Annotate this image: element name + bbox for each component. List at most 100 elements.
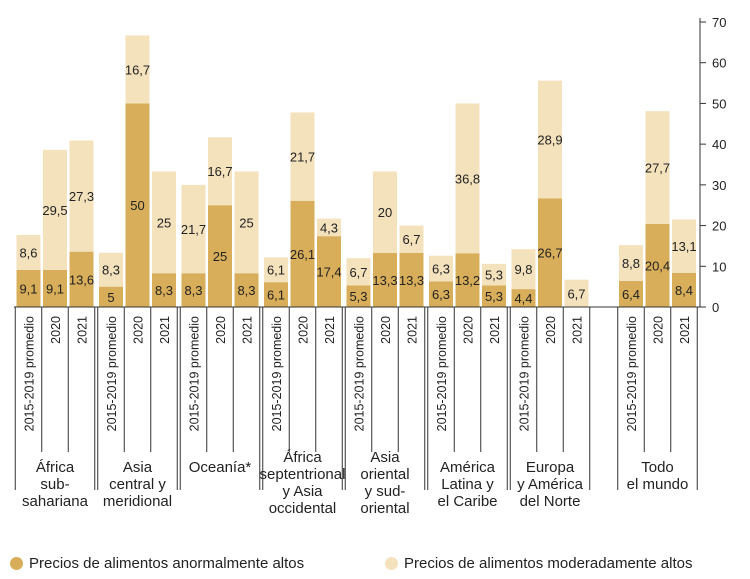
legend-item-moderado: Precios de alimentos moderadamente altos bbox=[385, 555, 693, 572]
bar-moderado bbox=[264, 257, 288, 283]
bar-moderado bbox=[16, 234, 41, 270]
data-label-moderado: 9,8 bbox=[514, 262, 532, 277]
data-label-anormal: 13,3 bbox=[372, 273, 397, 288]
group-label: Asia bbox=[370, 449, 400, 466]
data-label-anormal: 6,3 bbox=[432, 287, 450, 302]
x-tick-label: 2021 bbox=[158, 316, 172, 344]
bar-anormal bbox=[152, 273, 176, 307]
bar-anormal bbox=[619, 280, 643, 307]
bar-anormal bbox=[399, 252, 424, 307]
data-label-anormal: 26,7 bbox=[537, 246, 562, 261]
data-label-moderado: 20 bbox=[378, 205, 392, 220]
bar-moderado bbox=[645, 111, 670, 224]
x-tick-label: 2020 bbox=[49, 316, 63, 344]
data-label-anormal: 8,3 bbox=[237, 283, 255, 298]
x-tick-label: 2020 bbox=[297, 316, 311, 344]
legend: Precios de alimentos anormalmente altos … bbox=[10, 555, 750, 577]
bar-anormal bbox=[208, 205, 232, 307]
bar-moderado bbox=[125, 35, 150, 104]
bar-moderado bbox=[234, 171, 259, 274]
x-tick-label: 2021 bbox=[488, 316, 502, 344]
data-label-moderado: 21,7 bbox=[290, 150, 315, 165]
bar-anormal bbox=[346, 285, 371, 307]
group-label: oriental bbox=[360, 500, 409, 517]
data-label-anormal: 6,4 bbox=[622, 287, 640, 302]
y-tick-label: 50 bbox=[712, 96, 726, 111]
data-label-moderado: 27,3 bbox=[69, 189, 94, 204]
bar-moderado bbox=[69, 140, 94, 252]
group-label: occidental bbox=[269, 500, 337, 517]
bar-moderado bbox=[373, 171, 397, 253]
y-tick-label: 40 bbox=[712, 137, 726, 152]
x-tick-label: 2015-2019 promedio bbox=[625, 316, 639, 431]
data-label-moderado: 25 bbox=[157, 215, 171, 230]
bar-anormal bbox=[317, 236, 341, 307]
data-label-moderado: 4,3 bbox=[320, 220, 338, 235]
group-label: Europa bbox=[526, 459, 575, 476]
bar-moderado bbox=[152, 171, 176, 274]
group-label: África bbox=[283, 449, 322, 466]
x-tick-label: 2020 bbox=[132, 316, 146, 344]
x-tick-label: 2015-2019 promedio bbox=[435, 316, 449, 431]
x-tick-label: 2021 bbox=[323, 316, 337, 344]
data-label-anormal: 5,3 bbox=[349, 289, 367, 304]
x-tick-label: 2020 bbox=[214, 316, 228, 344]
data-label-anormal: 8,4 bbox=[675, 283, 693, 298]
data-label-moderado: 6,7 bbox=[402, 232, 420, 247]
bar-moderado bbox=[317, 218, 341, 237]
group-label: África bbox=[36, 459, 75, 476]
data-label-moderado: 6,3 bbox=[432, 262, 450, 277]
data-label-moderado: 8,8 bbox=[622, 256, 640, 271]
group-label: Oceanía* bbox=[189, 459, 252, 476]
group-label: Latina y bbox=[441, 476, 494, 493]
data-label-moderado: 16,7 bbox=[207, 164, 232, 179]
x-tick-label: 2015-2019 promedio bbox=[270, 316, 284, 431]
bar-anormal bbox=[645, 223, 670, 307]
data-label-anormal: 9,1 bbox=[46, 281, 64, 296]
data-label-moderado: 25 bbox=[239, 215, 253, 230]
y-tick-label: 0 bbox=[712, 300, 719, 315]
bar-moderado bbox=[564, 279, 589, 307]
bar-moderado bbox=[455, 103, 480, 254]
x-tick-label: 2020 bbox=[652, 316, 666, 344]
bar-anormal bbox=[264, 282, 288, 307]
bar-anormal bbox=[455, 253, 480, 307]
data-label-moderado: 21,7 bbox=[181, 222, 206, 237]
legend-label-moderado: Precios de alimentos moderadamente altos bbox=[404, 555, 693, 572]
data-label-anormal: 5 bbox=[107, 290, 114, 305]
data-label-moderado: 6,7 bbox=[349, 265, 367, 280]
y-tick-label: 20 bbox=[712, 219, 726, 234]
y-tick-label: 60 bbox=[712, 56, 726, 71]
group-label: el Caribe bbox=[437, 493, 497, 510]
legend-swatch-anormal bbox=[10, 557, 23, 570]
x-tick-label: 2020 bbox=[462, 316, 476, 344]
x-tick-label: 2015-2019 promedio bbox=[188, 316, 202, 431]
data-label-moderado: 28,9 bbox=[537, 132, 562, 147]
x-tick-label: 2021 bbox=[406, 316, 420, 344]
data-label-moderado: 8,3 bbox=[102, 263, 120, 278]
data-label-moderado: 13,1 bbox=[671, 239, 696, 254]
bar-anormal bbox=[373, 252, 397, 307]
group-label: sub- bbox=[40, 476, 69, 493]
x-tick-label: 2015-2019 promedio bbox=[105, 316, 119, 431]
data-label-moderado: 8,6 bbox=[19, 245, 37, 260]
data-label-anormal: 13,2 bbox=[455, 273, 480, 288]
x-tick-label: 2020 bbox=[544, 316, 558, 344]
group-label: meridional bbox=[103, 493, 172, 510]
bar-moderado bbox=[346, 258, 371, 286]
group-label: septentrional bbox=[260, 466, 346, 483]
group-label: central y bbox=[109, 476, 166, 493]
data-label-anormal: 9,1 bbox=[19, 281, 37, 296]
data-label-anormal: 5,3 bbox=[485, 289, 503, 304]
bar-anormal bbox=[511, 289, 536, 307]
data-label-moderado: 27,7 bbox=[645, 161, 670, 176]
x-tick-label: 2021 bbox=[76, 316, 90, 344]
bar-moderado bbox=[99, 252, 123, 287]
group-label: sahariana bbox=[22, 493, 89, 510]
data-label-anormal: 25 bbox=[213, 249, 227, 264]
bar-anormal bbox=[672, 272, 696, 307]
data-label-anormal: 26,1 bbox=[290, 247, 315, 262]
bar-anormal bbox=[181, 273, 206, 307]
bar-anormal bbox=[99, 286, 123, 307]
